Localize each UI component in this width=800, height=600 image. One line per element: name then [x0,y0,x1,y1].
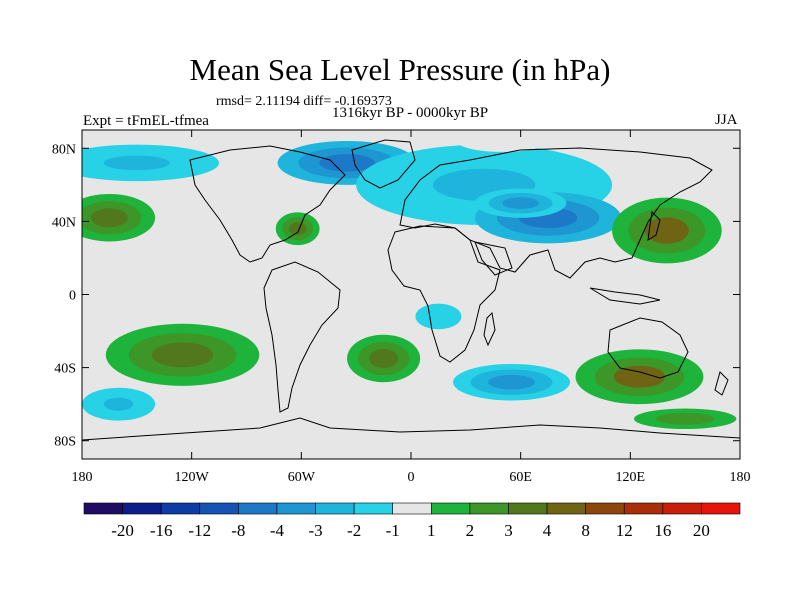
colorbar: -20 -16 -12 -8 -4 -3 -2 -1 1 2 3 4 8 12 16 20 [83,502,741,540]
colorbar-swatch [701,502,741,515]
colorbar-swatch [546,502,586,515]
anomaly-region-southern-indian-low-level-2 [488,374,535,390]
anomaly-region-north-pacific-high-level-2 [91,208,128,228]
y-tick-label: 80N [52,142,76,157]
colorbar-label: 4 [543,521,552,540]
colorbar-label: -1 [386,521,400,540]
colorbar-swatch [160,502,201,515]
colorbar-label: 2 [466,521,475,540]
coastline-japan [647,210,661,241]
anomaly-region-south-pacific-high-level-2 [151,342,214,368]
colorbar-swatch [469,502,509,515]
coastline-new-zealand [714,371,729,396]
colorbar-swatch [662,502,702,515]
y-tick-label: 40S [54,362,76,377]
colorbar-swatch [623,502,664,515]
colorbar-swatch [83,502,123,515]
chart-title: Mean Sea Level Pressure (in hPa) [189,52,611,87]
coastline-antarctica [82,417,740,441]
y-tick-label: 0 [69,289,76,304]
colorbar-swatch [276,502,316,515]
y-tick-label: 40N [52,215,76,230]
x-tick-label: 0 [408,470,415,485]
colorbar-label: 1 [427,521,436,540]
x-tick-label: 60W [288,470,316,485]
x-tick-label: 120W [175,470,210,485]
season-label: JJA [715,112,738,128]
colorbar-swatch [430,502,471,515]
experiment-label: Expt = tFmEL-tfmea [83,113,209,129]
colorbar-label: 20 [693,521,710,540]
anomaly-region-central-asia-low-level-2 [502,197,539,209]
anomaly-region-west-pacific-high-level-2 [644,217,689,244]
x-tick-label: 60E [509,470,532,485]
colorbar-swatch [392,502,432,515]
coastline-arabia [474,241,513,276]
anomaly-region-east-africa-low-level-2 [425,309,452,324]
x-tick-label: 180 [730,470,751,485]
coastline-australia [607,317,689,379]
coastline-madagascar [483,311,496,347]
colorbar-label: -3 [308,521,322,540]
anomaly-region-south-atlantic-high-level-2 [368,348,399,368]
anomaly-region-southern-ocean-positive-level-2 [655,412,715,425]
anomaly-region-arctic-north-atlantic-low-level-2 [319,154,375,172]
coastline-greenland [351,139,416,189]
colorbar-label: -4 [270,521,285,540]
axes: 180 120W 60W 0 60E 120E 180 80N 40N 0 40S 80S [52,130,751,485]
anomaly-region-atlantic-high-level-2 [288,222,307,236]
x-tick-label: 120E [616,470,646,485]
colorbar-label: -20 [111,521,134,540]
anomaly-region-south-pacific-low-level-2 [103,397,134,411]
colorbar-swatch [238,502,278,515]
anomaly-region-australia-high-level-2 [613,365,666,388]
stats-line: rmsd= 2.11194 diff= -0.169373 [216,94,392,109]
anomaly-region-north-pacific-arctic-low-level-2 [103,155,170,171]
colorbar-swatch [353,502,394,515]
colorbar-swatch [122,502,162,515]
colorbar-swatch [315,502,355,515]
colorbar-label: 8 [581,521,590,540]
anomaly-field [82,130,740,434]
anomaly-region-arctic-high-level-2 [484,136,521,146]
colorbar-label: -16 [150,521,173,540]
colorbar-label: 12 [616,521,633,540]
colorbar-swatch [508,502,548,515]
colorbar-label: -2 [347,521,361,540]
colorbar-label: -8 [231,521,245,540]
coastline-indonesia [589,287,661,305]
colorbar-label: -12 [188,521,211,540]
colorbar-swatch [199,502,239,515]
y-tick-label: 80S [54,435,76,450]
colorbar-swatch [585,502,625,515]
colorbar-label: 16 [654,521,671,540]
coastline-eurasia [399,147,713,279]
coastline-south-america [263,261,341,413]
colorbar-label: 3 [504,521,513,540]
coastline-north-america [189,145,346,263]
x-tick-label: 180 [72,470,93,485]
coastlines [82,139,740,441]
chart-subtitle: 1316kyr BP - 0000kyr BP [331,105,489,121]
